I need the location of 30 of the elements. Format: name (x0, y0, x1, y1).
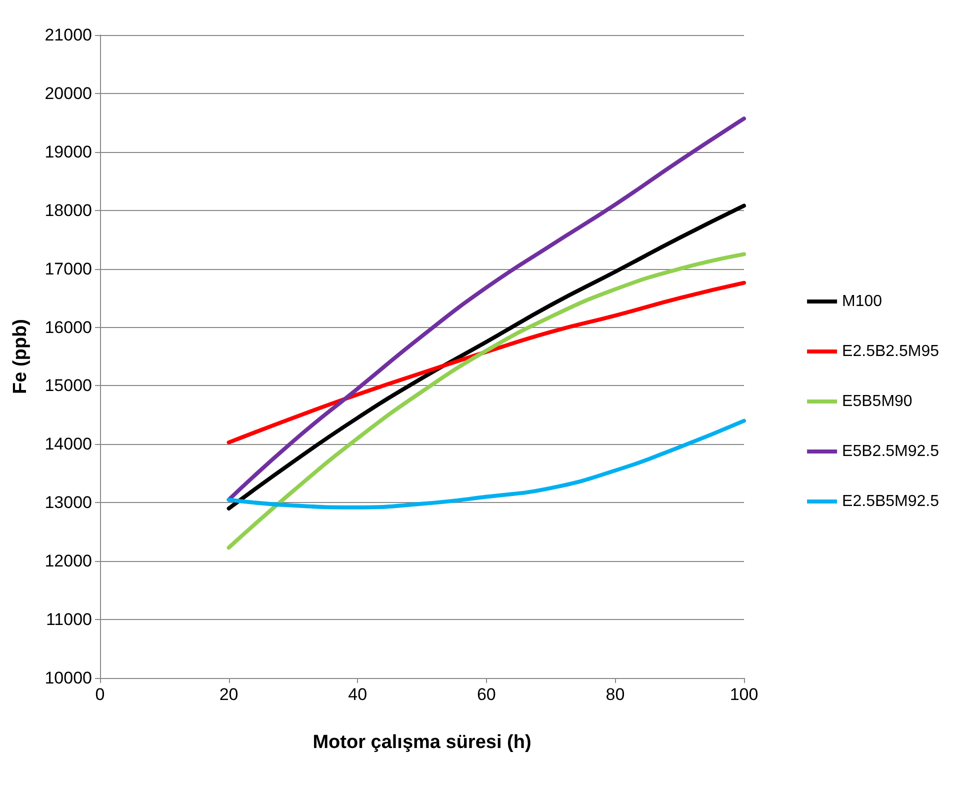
line-series (226, 280, 746, 444)
x-tick-label: 60 (476, 685, 496, 704)
y-tick-label: 12000 (44, 552, 92, 571)
y-tick-label: 11000 (46, 610, 92, 630)
x-tick-label: 40 (348, 685, 368, 704)
y-tick-label: 20000 (44, 84, 92, 103)
y-axis-title: Fe (ppb) (10, 319, 31, 394)
line-series (226, 418, 746, 510)
y-tick-label: 16000 (44, 318, 92, 337)
y-tick-label: 10000 (44, 668, 92, 688)
y-tick-label: 21000 (44, 26, 92, 44)
legend-label: E5B2.5M92.5 (842, 443, 940, 460)
y-tick-label: 15000 (44, 376, 92, 396)
x-tick-label: 100 (730, 685, 758, 704)
x-tick-label: 0 (95, 685, 105, 704)
x-axis-title: Motor çalışma süresi (h) (312, 732, 532, 753)
legend-label: M100 (842, 293, 882, 310)
y-tick-label: 19000 (44, 142, 92, 162)
y-tick-label: 18000 (44, 200, 92, 220)
x-tick-label: 80 (606, 685, 625, 704)
x-tick-label: 20 (219, 685, 238, 704)
line-series (226, 204, 746, 510)
y-tick-label: 13000 (44, 493, 92, 512)
legend-label: E2.5B5M92.5 (842, 493, 940, 510)
y-tick-label: 17000 (44, 259, 92, 278)
legend-label: E2.5B2.5M95 (842, 343, 940, 360)
line-series (226, 252, 746, 550)
legend-label: E5B5M90 (842, 393, 912, 410)
y-tick-label: 14000 (44, 434, 92, 454)
line-series (226, 116, 746, 502)
